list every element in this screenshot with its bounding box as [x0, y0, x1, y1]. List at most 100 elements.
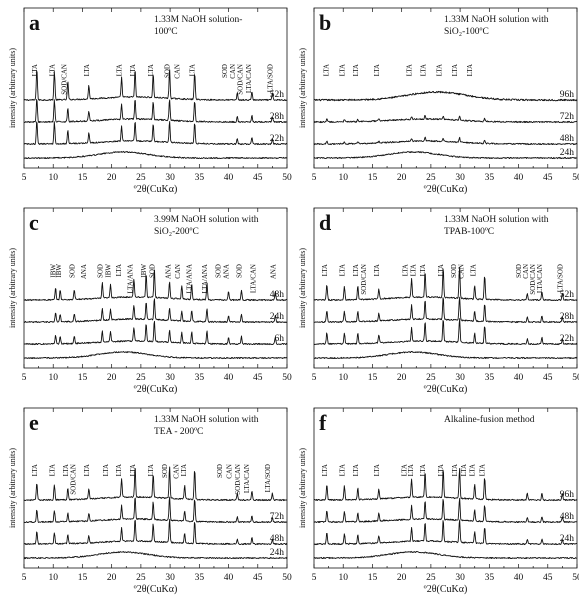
peak-annotation: LTA: [373, 64, 381, 76]
series-label: 48h: [270, 290, 285, 300]
panel-f: 5 10 15 20 25 30 35 40 45 50 º2θ(CuKα) intensity (a…: [298, 407, 579, 595]
x-tick-label: 15: [368, 173, 378, 183]
panel-letter: f: [319, 410, 327, 435]
peak-annotation: ANA: [223, 264, 231, 279]
peak-annotation: LTA: [180, 464, 188, 476]
peak-annotation: IBW: [140, 264, 148, 278]
peak-annotation: LTA: [451, 464, 459, 476]
panel-letter: d: [319, 210, 331, 235]
series-label: 24h: [270, 548, 285, 558]
x-tick-label: 20: [397, 373, 407, 383]
panel-title-line: 100ºC: [154, 27, 178, 37]
x-tick-label: 20: [107, 173, 117, 183]
panel-b: 5 10 15 20 25 30 35 40 45 50 º2θ(CuKα) intensity (a…: [298, 7, 579, 195]
peak-annotation: LTA: [116, 64, 124, 76]
x-tick-label: 30: [165, 373, 175, 383]
x-axis-label: º2θ(CuKα): [134, 384, 178, 395]
peak-annotation: SOD: [164, 64, 172, 78]
peak-annotation: LTA: [419, 264, 427, 276]
xrd-trace-96h: [313, 467, 578, 502]
x-tick-label: 35: [485, 173, 495, 183]
peak-annotation: CAN: [225, 464, 233, 479]
peak-annotation: LTA: [147, 64, 155, 76]
series-label: 6h: [275, 334, 285, 344]
x-axis-label: º2θ(CuKα): [134, 184, 178, 195]
peak-annotation: SOD/CAN: [360, 264, 368, 295]
xrd-trace-24h: [313, 519, 577, 546]
peak-annotation: LTA/ANA: [186, 264, 194, 294]
peak-annotation: LTA: [48, 464, 56, 476]
peak-annotation: LTA: [321, 264, 329, 276]
panel-letter: b: [319, 10, 331, 35]
x-tick-label: 40: [514, 173, 524, 183]
peak-annotation: LTA: [469, 264, 477, 276]
xrd-trace-48h: [313, 497, 578, 524]
x-tick-label: 25: [426, 173, 436, 183]
x-tick-label: 10: [338, 173, 348, 183]
peak-annotation: CAN: [229, 64, 237, 79]
x-axis-label: º2θ(CuKα): [424, 384, 468, 395]
xrd-trace-24h: [23, 298, 288, 324]
series-label: 52h: [270, 90, 285, 100]
peak-annotation: LTA: [83, 464, 91, 476]
peak-annotation: LTA: [406, 64, 414, 76]
peak-annotation: LTA/CAN: [536, 264, 544, 293]
x-tick-label: 35: [195, 573, 205, 583]
xrd-trace-base: [23, 351, 288, 360]
series-label: 24h: [560, 534, 575, 544]
x-tick-label: 25: [136, 373, 146, 383]
xrd-trace-22h: [313, 318, 578, 346]
x-tick-label: 5: [22, 173, 27, 183]
peak-annotation: LTA: [48, 64, 56, 76]
peak-annotation: SOD: [96, 264, 104, 278]
peak-annotation: LTA: [410, 264, 418, 276]
x-tick-label: 5: [22, 573, 27, 583]
x-tick-label: 50: [572, 373, 579, 383]
x-axis-label: º2θ(CuKα): [134, 584, 178, 595]
x-tick-label: 35: [485, 373, 495, 383]
peak-annotation: IBW: [50, 264, 58, 278]
peak-annotation: LTA: [437, 464, 445, 476]
series-label: 28h: [270, 112, 285, 122]
peak-annotation: CAN: [458, 264, 466, 279]
x-tick-label: 30: [455, 173, 465, 183]
peak-annotation: LTA: [479, 464, 487, 476]
peak-annotation: SOD: [216, 464, 224, 478]
x-tick-label: 50: [572, 173, 579, 183]
xrd-trace-96h: [313, 90, 578, 102]
x-tick-label: 25: [136, 573, 146, 583]
series-label: 72h: [560, 112, 575, 122]
series-label: 24h: [560, 148, 575, 158]
peak-annotation: SOD: [68, 264, 76, 278]
x-tick-label: 30: [165, 173, 175, 183]
xrd-trace-24h: [23, 551, 288, 560]
xrd-trace-base: [23, 466, 288, 502]
series-label: 28h: [560, 312, 575, 322]
x-tick-label: 45: [253, 373, 263, 383]
x-tick-label: 45: [543, 173, 553, 183]
x-tick-label: 40: [514, 573, 524, 583]
panel-title-line: Alkaline-fusion method: [444, 414, 535, 425]
peak-annotation: SOD: [235, 264, 243, 278]
x-tick-label: 25: [136, 173, 146, 183]
x-tick-label: 40: [514, 373, 524, 383]
peak-annotation: LTA: [321, 464, 329, 476]
peak-annotation: LTA: [373, 264, 381, 276]
panel-letter: e: [29, 410, 39, 435]
xrd-trace-base: [23, 150, 287, 160]
panel-title-line: TPAB-100ºC: [444, 227, 494, 237]
x-tick-label: 15: [78, 373, 88, 383]
peak-annotation: LTA: [115, 264, 123, 276]
x-tick-label: 25: [426, 573, 436, 583]
peak-annotation: LTA: [338, 464, 346, 476]
x-tick-label: 15: [78, 573, 88, 583]
peak-annotation: LTA/ANA: [201, 264, 209, 294]
peak-annotation: SOD: [214, 264, 222, 278]
peak-annotation: LTA: [338, 264, 346, 276]
peak-annotation: CAN: [172, 464, 180, 479]
x-tick-label: 10: [338, 573, 348, 583]
x-tick-label: 35: [195, 373, 205, 383]
panel-letter: a: [29, 10, 40, 35]
panel-e: 5 10 15 20 25 30 35 40 45 50 º2θ(CuKα) intensity (a…: [8, 407, 292, 595]
